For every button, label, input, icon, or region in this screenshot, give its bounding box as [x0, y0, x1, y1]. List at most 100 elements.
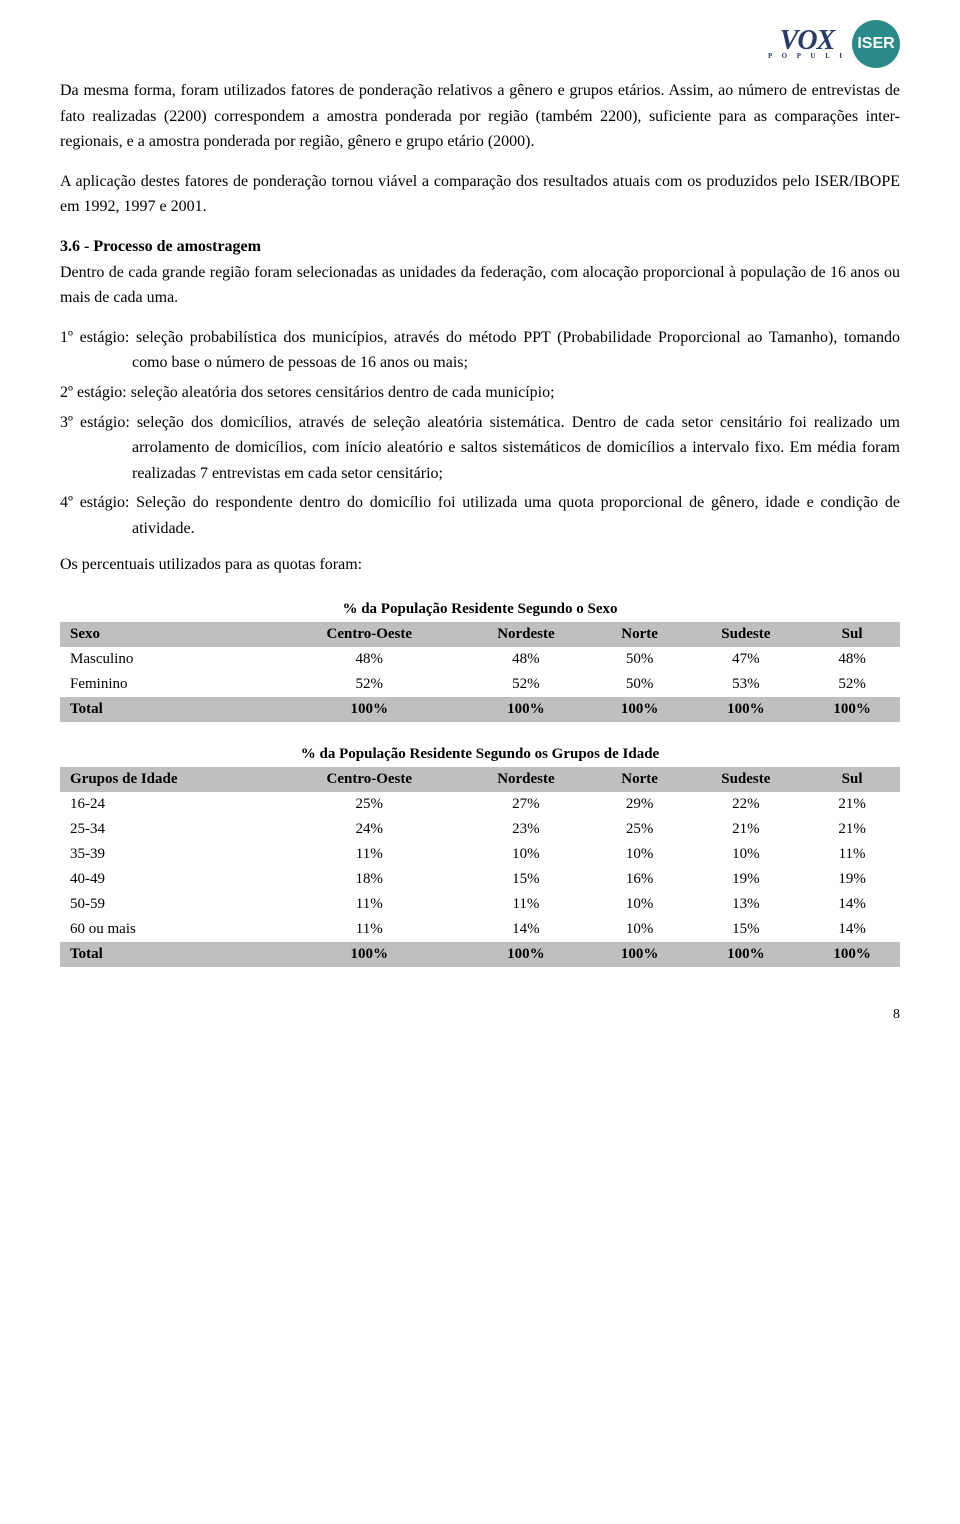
table-1-body: Masculino 48% 48% 50% 47% 48% Feminino 5…	[60, 647, 900, 722]
table-1-h5: Sul	[804, 622, 900, 647]
table-row: Masculino 48% 48% 50% 47% 48%	[60, 647, 900, 672]
t2-r3-c0: 18%	[278, 867, 460, 892]
t1-total-c1: 100%	[460, 697, 592, 722]
t2-r2-c2: 10%	[592, 842, 688, 867]
quotas-intro: Os percentuais utilizados para as quotas…	[60, 552, 900, 578]
section-3-6-title: 3.6 - Processo de amostragem	[60, 238, 261, 255]
table-idade: Grupos de Idade Centro-Oeste Nordeste No…	[60, 767, 900, 967]
t1-r1-c2: 50%	[592, 672, 688, 697]
t2-r2-label: 35-39	[60, 842, 278, 867]
table-2-header-row: Grupos de Idade Centro-Oeste Nordeste No…	[60, 767, 900, 792]
t1-r1-c4: 52%	[804, 672, 900, 697]
table-1-h2: Nordeste	[460, 622, 592, 647]
t1-r1-c3: 53%	[687, 672, 804, 697]
t1-r0-c3: 47%	[687, 647, 804, 672]
table-1-h1: Centro-Oeste	[278, 622, 460, 647]
stage-2: 2º estágio: seleção aleatória dos setore…	[60, 380, 900, 406]
stage-3: 3º estágio: seleção dos domicílios, atra…	[60, 410, 900, 487]
t2-r4-label: 50-59	[60, 892, 278, 917]
table-1-header-row: Sexo Centro-Oeste Nordeste Norte Sudeste…	[60, 622, 900, 647]
t1-total-c3: 100%	[687, 697, 804, 722]
paragraph-2: A aplicação destes fatores de ponderação…	[60, 169, 900, 220]
t2-r2-c4: 11%	[804, 842, 900, 867]
table-2-h2: Nordeste	[460, 767, 592, 792]
t1-r0-label: Masculino	[60, 647, 278, 672]
t2-r3-c2: 16%	[592, 867, 688, 892]
table-sexo: Sexo Centro-Oeste Nordeste Norte Sudeste…	[60, 622, 900, 722]
table-2-h3: Norte	[592, 767, 688, 792]
t2-r0-c1: 27%	[460, 792, 592, 817]
t1-r1-c1: 52%	[460, 672, 592, 697]
table-2-h0: Grupos de Idade	[60, 767, 278, 792]
t2-r0-c2: 29%	[592, 792, 688, 817]
t2-total-label: Total	[60, 942, 278, 967]
t1-total-c4: 100%	[804, 697, 900, 722]
t2-r4-c1: 11%	[460, 892, 592, 917]
t1-total-label: Total	[60, 697, 278, 722]
t2-r2-c1: 10%	[460, 842, 592, 867]
t2-r0-c0: 25%	[278, 792, 460, 817]
t1-total-c0: 100%	[278, 697, 460, 722]
table-2-body: 16-24 25% 27% 29% 22% 21% 25-34 24% 23% …	[60, 792, 900, 967]
table-row: 35-39 11% 10% 10% 10% 11%	[60, 842, 900, 867]
t1-total-c2: 100%	[592, 697, 688, 722]
stage-1: 1º estágio: seleção probabilística dos m…	[60, 325, 900, 376]
t2-r0-c3: 22%	[687, 792, 804, 817]
table-row: 40-49 18% 15% 16% 19% 19%	[60, 867, 900, 892]
stage-4: 4º estágio: Seleção do respondente dentr…	[60, 490, 900, 541]
t2-r5-c4: 14%	[804, 917, 900, 942]
t2-r5-c2: 10%	[592, 917, 688, 942]
section-3-6-intro: Dentro de cada grande região foram selec…	[60, 260, 900, 311]
header-logos: VOX P O P U L I ISER	[60, 20, 900, 68]
table-1-title: % da População Residente Segundo o Sexo	[60, 601, 900, 618]
table-1-h3: Norte	[592, 622, 688, 647]
t2-r3-c1: 15%	[460, 867, 592, 892]
t2-r5-label: 60 ou mais	[60, 917, 278, 942]
t2-r0-c4: 21%	[804, 792, 900, 817]
t1-r1-label: Feminino	[60, 672, 278, 697]
vox-populi-logo: VOX P O P U L I	[768, 28, 846, 59]
iser-logo: ISER	[852, 20, 900, 68]
t2-r0-label: 16-24	[60, 792, 278, 817]
t2-total-c1: 100%	[460, 942, 592, 967]
t2-r5-c0: 11%	[278, 917, 460, 942]
table-2-total-row: Total 100% 100% 100% 100% 100%	[60, 942, 900, 967]
t2-r2-c3: 10%	[687, 842, 804, 867]
t1-r0-c1: 48%	[460, 647, 592, 672]
t2-r3-c3: 19%	[687, 867, 804, 892]
t2-r1-c0: 24%	[278, 817, 460, 842]
t2-total-c0: 100%	[278, 942, 460, 967]
t2-r1-label: 25-34	[60, 817, 278, 842]
t2-r4-c0: 11%	[278, 892, 460, 917]
vox-logo-bottom: P O P U L I	[768, 52, 846, 60]
table-2-h1: Centro-Oeste	[278, 767, 460, 792]
page-number: 8	[60, 1007, 900, 1023]
table-2-title: % da População Residente Segundo os Grup…	[60, 746, 900, 763]
t1-r0-c0: 48%	[278, 647, 460, 672]
t2-r4-c3: 13%	[687, 892, 804, 917]
t2-r1-c1: 23%	[460, 817, 592, 842]
t2-r3-c4: 19%	[804, 867, 900, 892]
t2-total-c4: 100%	[804, 942, 900, 967]
t1-r0-c2: 50%	[592, 647, 688, 672]
t2-r4-c2: 10%	[592, 892, 688, 917]
t2-r4-c4: 14%	[804, 892, 900, 917]
table-1-h4: Sudeste	[687, 622, 804, 647]
paragraph-1: Da mesma forma, foram utilizados fatores…	[60, 78, 900, 155]
t2-r5-c1: 14%	[460, 917, 592, 942]
table-1-total-row: Total 100% 100% 100% 100% 100%	[60, 697, 900, 722]
t2-r2-c0: 11%	[278, 842, 460, 867]
table-row: Feminino 52% 52% 50% 53% 52%	[60, 672, 900, 697]
t2-r1-c3: 21%	[687, 817, 804, 842]
vox-logo-top: VOX	[780, 28, 835, 53]
table-2-h5: Sul	[804, 767, 900, 792]
t2-r1-c2: 25%	[592, 817, 688, 842]
table-1-h0: Sexo	[60, 622, 278, 647]
table-row: 25-34 24% 23% 25% 21% 21%	[60, 817, 900, 842]
table-row: 60 ou mais 11% 14% 10% 15% 14%	[60, 917, 900, 942]
table-row: 16-24 25% 27% 29% 22% 21%	[60, 792, 900, 817]
t2-total-c2: 100%	[592, 942, 688, 967]
t1-r0-c4: 48%	[804, 647, 900, 672]
t1-r1-c0: 52%	[278, 672, 460, 697]
t2-r3-label: 40-49	[60, 867, 278, 892]
